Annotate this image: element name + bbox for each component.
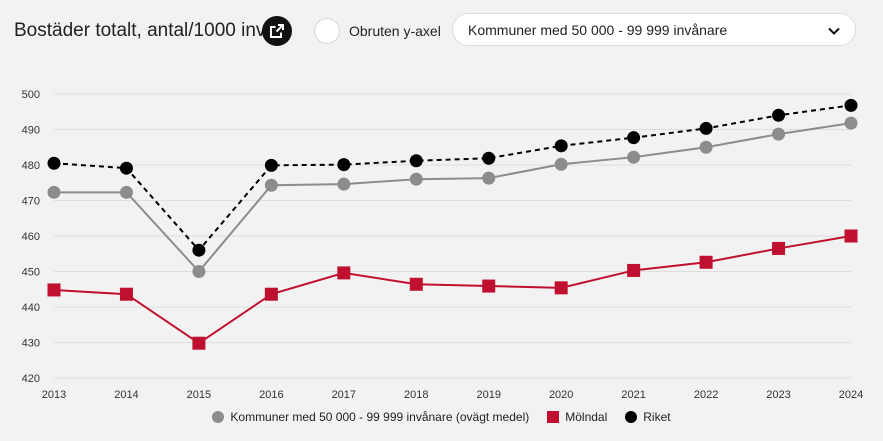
data-point: [337, 177, 351, 191]
data-point: [264, 158, 278, 172]
x-tick-label: 2021: [621, 389, 645, 401]
share-button[interactable]: [262, 16, 292, 46]
data-point: [699, 140, 713, 154]
group-select[interactable]: Kommuner med 50 000 - 99 999 invånare: [452, 13, 856, 46]
data-point: [337, 158, 351, 172]
y-tick-label: 500: [22, 89, 40, 101]
x-tick-label: 2013: [42, 389, 66, 401]
data-point: [482, 171, 496, 185]
data-point: [772, 241, 786, 255]
line-chart: 420 430 440 450 460 470 480 490 500 2013 2014 2015 2…: [22, 89, 864, 401]
y-tick-label: 470: [22, 196, 40, 208]
data-point: [264, 287, 278, 301]
data-point: [409, 154, 423, 168]
y-tick-label: 460: [22, 231, 40, 243]
external-link-icon: [270, 24, 284, 38]
broken-axis-label: Obruten y-axel: [349, 23, 441, 39]
data-point: [119, 161, 133, 175]
x-tick-label: 2017: [332, 389, 356, 401]
x-tick-label: 2014: [114, 389, 138, 401]
data-point: [772, 108, 786, 122]
x-tick-label: 2020: [549, 389, 573, 401]
data-point: [554, 139, 568, 153]
chevron-down-icon: [828, 27, 840, 35]
y-tick-label: 430: [22, 338, 40, 350]
data-point: [844, 116, 858, 130]
data-point: [482, 279, 496, 293]
data-point: [627, 150, 641, 164]
x-tick-label: 2023: [766, 389, 790, 401]
legend-symbol: [625, 411, 638, 423]
data-point: [699, 255, 713, 269]
broken-axis-toggle[interactable]: [314, 18, 340, 44]
data-point: [554, 281, 568, 295]
data-point: [554, 157, 568, 171]
legend-item[interactable]: Mölndal: [547, 410, 607, 424]
legend-item[interactable]: Kommuner med 50 000 - 99 999 invånare (o…: [212, 410, 529, 424]
data-point: [192, 336, 206, 350]
group-select-value: Kommuner med 50 000 - 99 999 invånare: [468, 22, 728, 38]
data-point: [409, 172, 423, 186]
legend-symbol: [547, 411, 560, 423]
legend-label: Mölndal: [565, 410, 608, 424]
data-point: [47, 283, 61, 297]
data-point: [699, 121, 713, 135]
chart-title: Bostäder totalt, antal/1000 inv: [14, 20, 266, 41]
data-point: [337, 266, 351, 280]
data-point: [119, 185, 133, 199]
legend-symbol: [212, 411, 225, 423]
x-tick-label: 2022: [694, 389, 718, 401]
chart-legend: Kommuner med 50 000 - 99 999 invånare (o…: [0, 410, 883, 424]
series-line-1: [53, 235, 852, 345]
data-point: [119, 287, 133, 301]
series-line-0: [54, 122, 852, 274]
data-point: [192, 243, 206, 257]
data-point: [772, 127, 786, 141]
y-tick-label: 450: [22, 267, 40, 279]
y-tick-label: 490: [22, 125, 40, 137]
y-tick-label: 420: [22, 373, 40, 385]
x-tick-label: 2019: [476, 389, 500, 401]
data-point: [47, 185, 61, 199]
legend-item[interactable]: Riket: [625, 410, 671, 424]
legend-label: Riket: [643, 410, 671, 424]
data-point: [627, 131, 641, 145]
x-tick-label: 2015: [187, 389, 211, 401]
data-point: [482, 151, 496, 165]
data-point: [47, 156, 61, 170]
data-point: [192, 265, 206, 278]
x-tick-label: 2016: [259, 389, 283, 401]
data-point: [409, 277, 423, 291]
data-point: [844, 98, 858, 112]
x-tick-label: 2018: [404, 389, 428, 401]
y-tick-label: 480: [22, 160, 40, 172]
series-line-2: [53, 104, 852, 252]
legend-label: Kommuner med 50 000 - 99 999 invånare (o…: [230, 410, 530, 424]
y-tick-label: 440: [22, 302, 40, 314]
data-point: [264, 178, 278, 192]
data-point: [627, 263, 641, 277]
data-point: [844, 229, 858, 243]
x-tick-label: 2024: [839, 389, 863, 401]
